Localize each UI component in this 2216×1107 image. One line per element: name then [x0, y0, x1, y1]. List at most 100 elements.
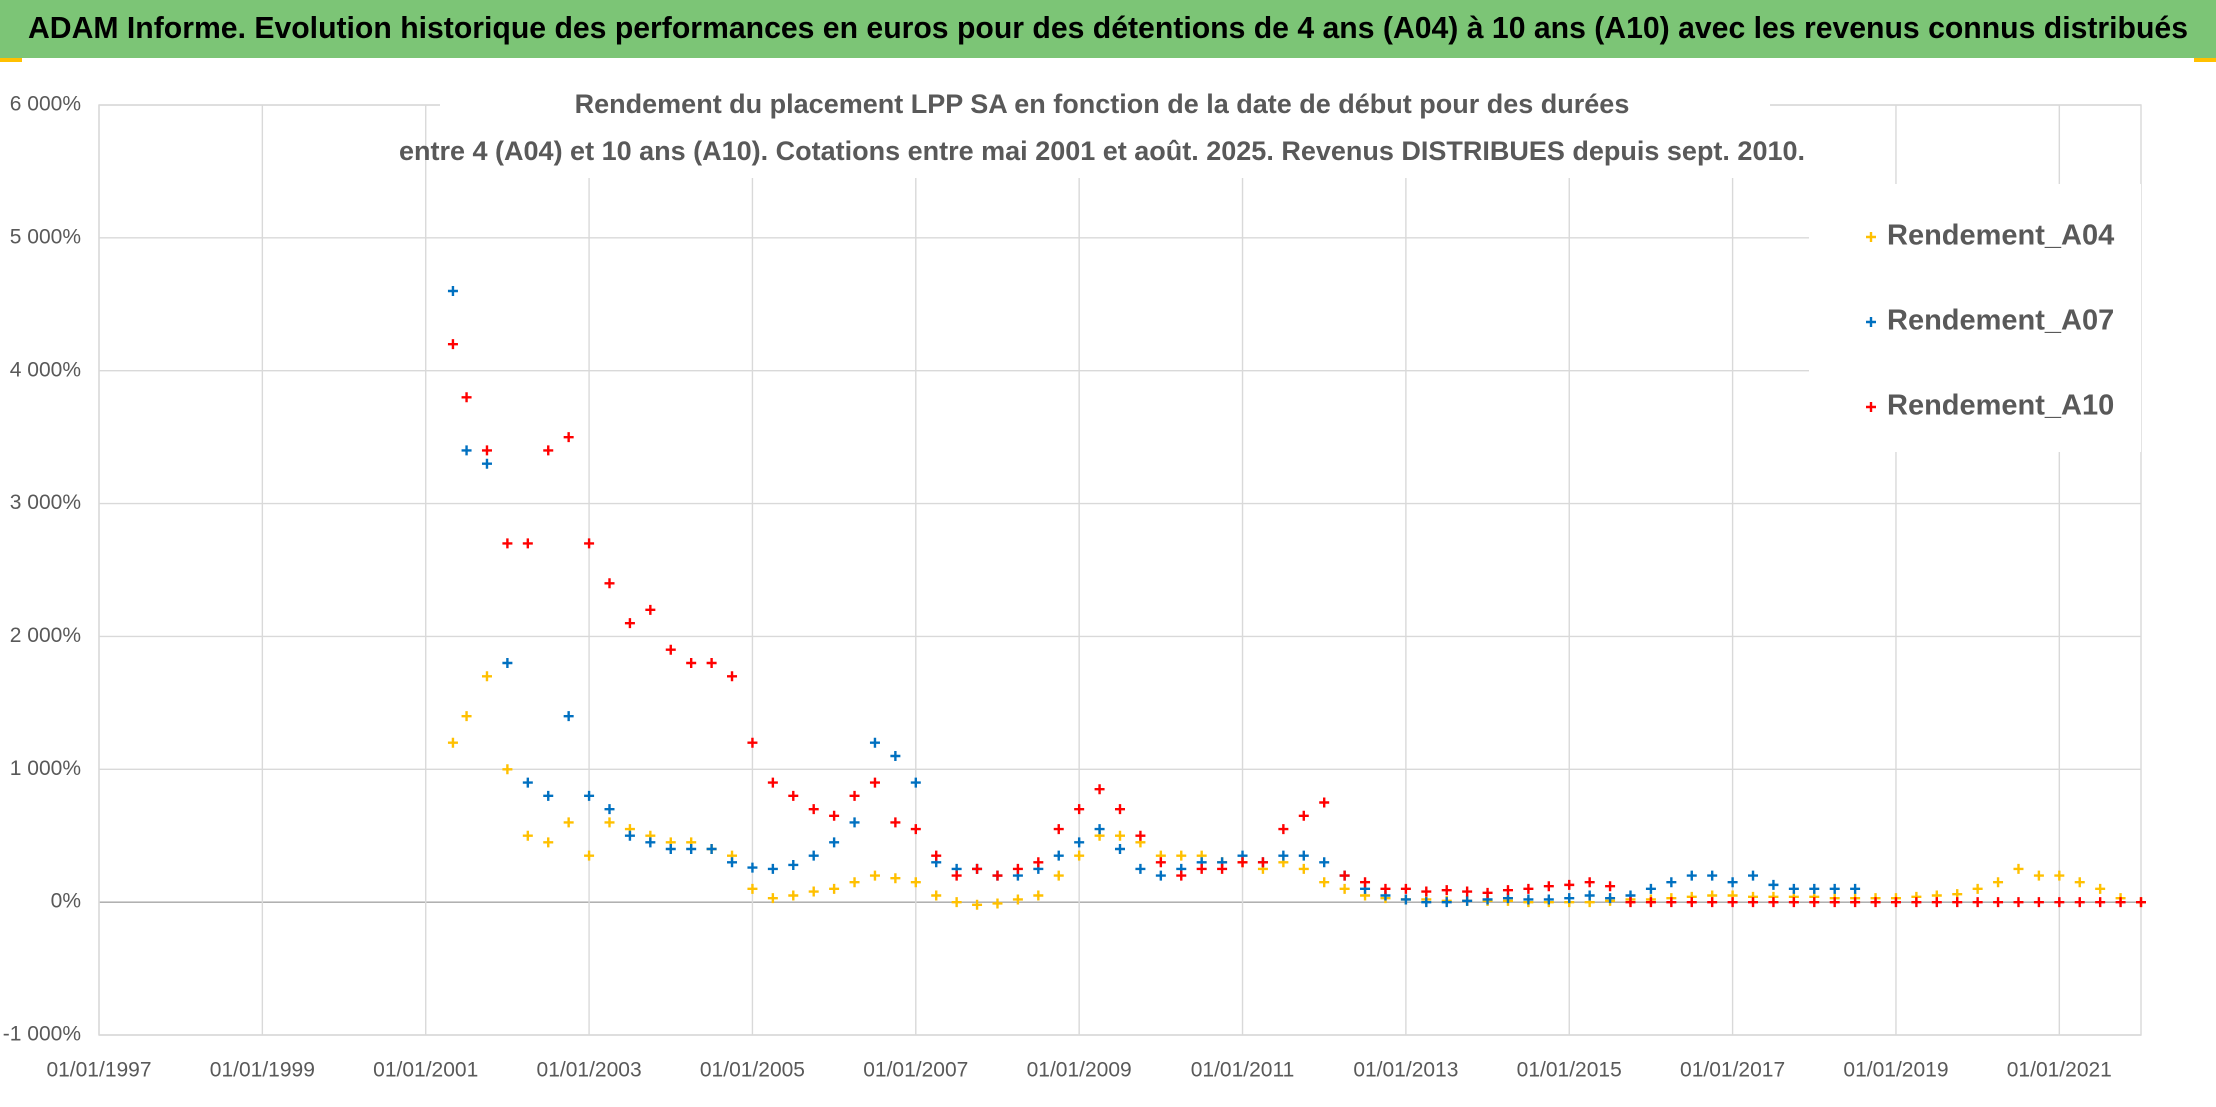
data-point: [2054, 897, 2065, 908]
data-point: [1768, 879, 1779, 890]
legend-marker: [1866, 402, 1876, 412]
data-point: [1666, 877, 1677, 888]
data-point: [1155, 857, 1166, 868]
series: [447, 286, 1861, 908]
y-tick-label: 6 000%: [10, 93, 81, 116]
data-point: [869, 870, 880, 881]
x-tick-label: 01/01/2001: [373, 1059, 478, 1082]
data-point: [522, 777, 533, 788]
data-point: [563, 432, 574, 443]
data-point: [1931, 897, 1942, 908]
data-point: [951, 897, 962, 908]
data-point: [1033, 857, 1044, 868]
data-point: [1707, 870, 1718, 881]
data-point: [931, 890, 942, 901]
data-point: [1074, 850, 1085, 861]
data-point: [1115, 830, 1125, 841]
data-point: [706, 844, 717, 854]
data-point: [1972, 883, 1983, 894]
x-tick-label: 01/01/2005: [700, 1059, 805, 1082]
data-point: [910, 877, 921, 888]
data-point: [624, 618, 635, 629]
data-point: [1564, 879, 1575, 890]
data-point: [1115, 804, 1125, 815]
data-point: [890, 751, 901, 761]
y-tick-label: 2 000%: [10, 624, 81, 647]
legend-label: Rendement_A10: [1887, 390, 2114, 422]
data-point: [1094, 784, 1105, 795]
data-point: [849, 877, 860, 888]
data-point: [808, 804, 819, 815]
data-point: [849, 817, 860, 828]
data-point: [1339, 870, 1350, 881]
data-point: [1339, 883, 1350, 894]
data-point: [972, 863, 983, 874]
data-point: [461, 711, 472, 722]
data-point: [1788, 897, 1799, 908]
data-point: [522, 538, 533, 549]
data-point: [1727, 877, 1738, 888]
data-point: [2013, 863, 2024, 874]
data-point: [1421, 886, 1432, 897]
x-tick-label: 01/01/2011: [1191, 1059, 1295, 1082]
legend-label: Rendement_A07: [1887, 305, 2114, 337]
y-tick-label: 5 000%: [10, 225, 81, 248]
data-point: [1543, 894, 1554, 905]
y-tick-label: 0%: [51, 890, 81, 913]
data-point: [1645, 897, 1656, 908]
data-point: [1421, 897, 1432, 908]
x-tick-label: 01/01/2009: [1027, 1059, 1132, 1082]
data-point: [543, 790, 554, 801]
data-point: [1605, 893, 1616, 904]
data-point: [1115, 844, 1125, 854]
data-point: [645, 604, 656, 615]
data-point: [1053, 870, 1064, 881]
data-point: [1686, 897, 1697, 908]
data-point: [890, 817, 901, 828]
data-point: [1543, 881, 1554, 892]
data-point: [1993, 877, 2004, 888]
data-point: [1584, 890, 1595, 901]
y-tick-label: 1 000%: [10, 757, 81, 780]
data-point: [1768, 897, 1779, 908]
data-point: [1911, 897, 1922, 908]
header-bar: [0, 0, 2216, 58]
data-point: [604, 817, 615, 828]
data-point: [1298, 850, 1309, 861]
legend-marker: [1866, 232, 1876, 242]
data-point: [829, 883, 840, 894]
data-point: [447, 286, 458, 296]
data-point: [1278, 824, 1289, 835]
data-point: [1829, 897, 1840, 908]
y-tick-label: 4 000%: [10, 358, 81, 381]
data-point: [1257, 857, 1268, 868]
data-point: [1523, 883, 1534, 894]
data-point: [992, 870, 1003, 881]
data-point: [1012, 863, 1023, 874]
data-point: [1809, 897, 1820, 908]
data-point: [1788, 883, 1799, 894]
data-point: [788, 859, 799, 870]
data-point: [563, 817, 574, 828]
data-point: [910, 824, 921, 835]
data-point: [447, 339, 458, 350]
data-point: [788, 790, 799, 801]
data-point: [1666, 897, 1677, 908]
data-point: [645, 837, 656, 848]
data-point: [2136, 897, 2146, 908]
subtitle-backing: [440, 84, 1770, 178]
data-point: [849, 790, 860, 801]
data-point: [584, 850, 595, 861]
data-point: [951, 870, 962, 881]
legend-label: Rendement_A04: [1887, 220, 2114, 252]
data-point: [1441, 897, 1452, 908]
data-point: [767, 777, 778, 788]
data-point: [706, 658, 717, 668]
data-point: [686, 844, 697, 854]
data-point: [1829, 883, 1840, 894]
data-point: [481, 445, 492, 456]
data-point: [808, 850, 819, 861]
